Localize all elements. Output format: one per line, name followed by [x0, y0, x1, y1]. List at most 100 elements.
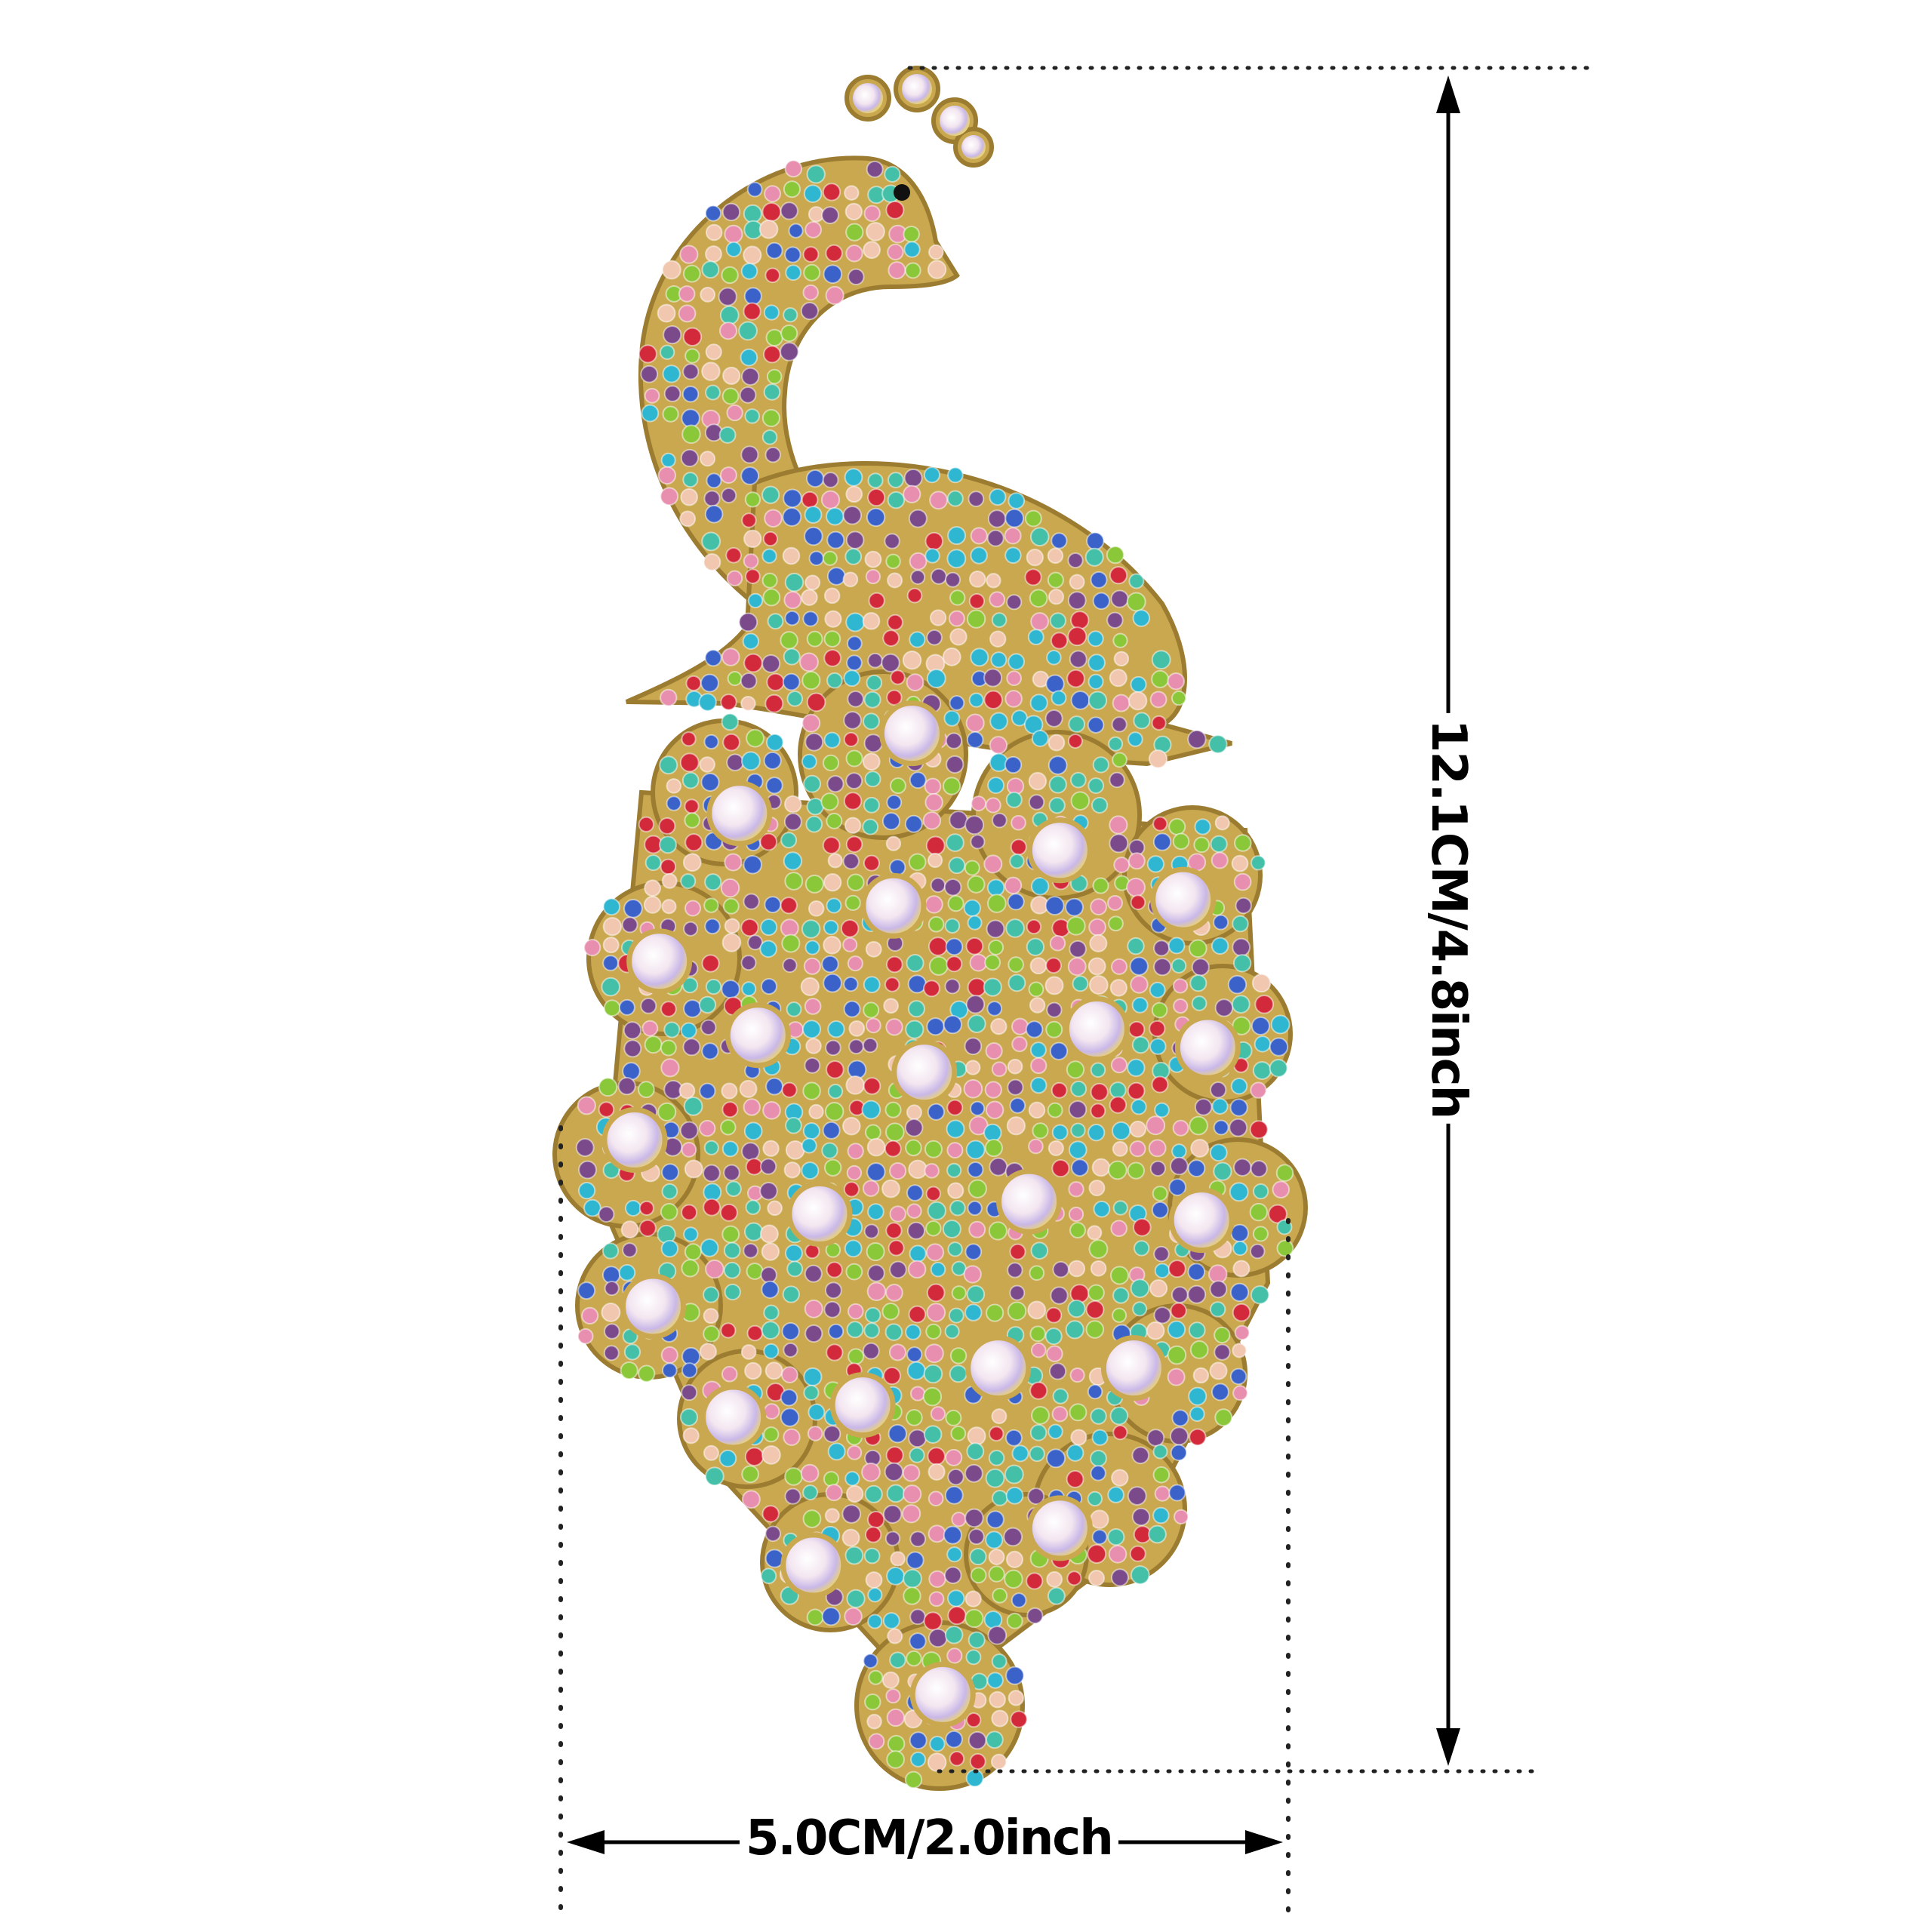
rhinestone [1190, 1138, 1210, 1158]
arrow-down-icon [1436, 1728, 1460, 1766]
rhinestone [601, 1303, 621, 1322]
rhinestone [1005, 791, 1023, 808]
rhinestone [1029, 1445, 1045, 1463]
rhinestone [800, 1463, 820, 1483]
rhinestone [1029, 997, 1046, 1014]
arrow-left-icon [567, 1830, 605, 1854]
rhinestone [1067, 626, 1088, 647]
rhinestone [823, 1471, 840, 1487]
rhinestone [603, 1345, 620, 1361]
rhinestone [906, 1104, 922, 1121]
rhinestone [925, 1220, 942, 1237]
rhinestone [847, 1444, 863, 1460]
rhinestone [781, 1081, 798, 1098]
rhinestone [1129, 1140, 1146, 1158]
rhinestone [987, 1625, 1008, 1645]
rhinestone [862, 1180, 880, 1197]
rhinestone [1106, 611, 1124, 629]
rhinestone [761, 1321, 780, 1340]
rhinestone [989, 1426, 1004, 1441]
rhinestone [964, 1608, 984, 1629]
rhinestone [1128, 852, 1146, 870]
rhinestone [1088, 777, 1105, 794]
rhinestone [1171, 1409, 1189, 1427]
rhinestone [1066, 1060, 1085, 1079]
rhinestone [1049, 1041, 1069, 1060]
rhinestone [970, 546, 988, 565]
rhinestone [846, 654, 863, 672]
rhinestone [644, 879, 662, 897]
rhinestone [946, 1647, 963, 1664]
rhinestone [1005, 1486, 1024, 1505]
rhinestone [698, 995, 717, 1014]
rhinestone [1048, 734, 1066, 752]
rhinestone [948, 1307, 964, 1324]
rhinestone [924, 1343, 944, 1364]
height-dimension-label: 12.1CM/4.8inch [1420, 712, 1476, 1124]
rhinestone [801, 1161, 820, 1180]
rhinestone [699, 756, 715, 773]
rhinestone [886, 1484, 906, 1503]
rhinestone [747, 592, 764, 609]
rhinestone [924, 1163, 940, 1179]
rhinestone [763, 1304, 780, 1321]
rhinestone [925, 835, 946, 856]
ab-crystal [706, 780, 773, 847]
rhinestone [1146, 1429, 1165, 1447]
rhinestone [1109, 771, 1125, 789]
rhinestone [1007, 1058, 1023, 1075]
rhinestone [826, 775, 844, 793]
rhinestone [1069, 1367, 1085, 1383]
rhinestone [1231, 854, 1249, 872]
rhinestone [1070, 1080, 1088, 1097]
rhinestone [1272, 1180, 1291, 1199]
rhinestone [863, 712, 880, 731]
rhinestone [662, 405, 679, 423]
rhinestone [946, 755, 964, 774]
rhinestone [679, 1121, 699, 1140]
rhinestone [848, 1348, 865, 1365]
rhinestone [1109, 566, 1128, 585]
rhinestone [703, 1286, 720, 1303]
rhinestone [783, 812, 802, 831]
rhinestone [889, 1651, 906, 1669]
rhinestone [721, 266, 739, 285]
rhinestone [1092, 877, 1109, 894]
rhinestone [1153, 1306, 1171, 1324]
rhinestone [928, 955, 949, 976]
rhinestone [866, 1281, 887, 1301]
rhinestone [725, 1180, 742, 1197]
rhinestone [760, 978, 778, 995]
rhinestone [678, 1082, 696, 1100]
rhinestone [759, 1224, 779, 1244]
rhinestone [801, 671, 821, 691]
rhinestone [1209, 1143, 1228, 1162]
rhinestone [1030, 612, 1050, 632]
rhinestone [924, 548, 940, 564]
rhinestone [984, 1138, 1003, 1158]
rhinestone [723, 1241, 741, 1260]
rhinestone [885, 200, 905, 220]
rhinestone [698, 693, 717, 712]
rhinestone [1232, 1260, 1251, 1278]
rhinestone [623, 1343, 641, 1361]
rhinestone [1148, 1139, 1167, 1158]
rhinestone [1006, 1116, 1026, 1136]
rhinestone [863, 1653, 878, 1669]
rhinestone [964, 860, 980, 876]
rhinestone [661, 872, 678, 889]
rhinestone [622, 1242, 638, 1258]
rhinestone [666, 778, 682, 794]
ab-crystal [724, 1002, 791, 1069]
rhinestone [906, 954, 924, 973]
rhinestone [967, 915, 983, 931]
rhinestone [1030, 1241, 1049, 1260]
rhinestone [721, 1140, 739, 1158]
rhinestone [1045, 1020, 1063, 1038]
rhinestone [1131, 1035, 1150, 1054]
rhinestone [886, 1566, 906, 1586]
rhinestone [1026, 1607, 1044, 1625]
rhinestone [1130, 675, 1147, 693]
rhinestone [927, 1447, 946, 1466]
rhinestone [863, 1077, 881, 1095]
